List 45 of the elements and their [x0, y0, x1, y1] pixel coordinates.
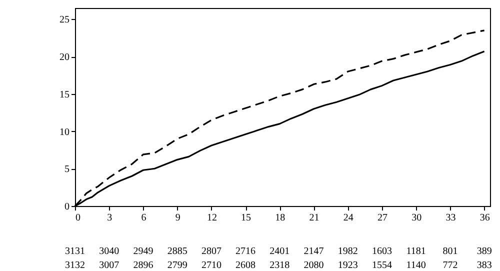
x-tick-label: 30	[412, 212, 422, 224]
text: 383	[476, 260, 492, 271]
x-tick-label: 6	[141, 212, 146, 224]
text: 3131	[65, 246, 85, 257]
text: 2608	[236, 260, 256, 271]
x-tick-label: 9	[175, 212, 180, 224]
text: 2710	[201, 260, 222, 271]
x-tick-label: 33	[446, 212, 456, 224]
x-tick-label: 27	[377, 212, 388, 224]
text: 2716	[236, 246, 256, 257]
text: 1554	[372, 260, 392, 271]
text: 2949	[133, 246, 154, 257]
text: 772	[442, 260, 458, 271]
y-tick-label: 0	[64, 202, 70, 212]
x-tick-label: 12	[206, 212, 217, 224]
text: 2080	[304, 260, 324, 271]
x-tick-label: 21	[309, 212, 320, 224]
text: 2885	[167, 246, 188, 257]
x-tick-label: 36	[480, 212, 490, 224]
text: 1982	[338, 246, 358, 257]
y-tick-label: 5	[64, 164, 70, 176]
x-tick-label: 3	[107, 212, 112, 224]
text: 1923	[338, 260, 358, 271]
text: 389	[476, 246, 492, 257]
text: 1140	[406, 260, 426, 271]
x-tick-label: 24	[343, 212, 354, 224]
text: 2807	[201, 246, 222, 257]
text: 2896	[133, 260, 154, 271]
text: 2401	[270, 246, 290, 257]
text: 3040	[99, 246, 120, 257]
y-tick-label: 25	[60, 14, 70, 26]
text: 1181	[406, 246, 426, 257]
y-tick-label: 20	[60, 52, 70, 64]
y-tick-label: 10	[60, 126, 70, 138]
text: 3007	[99, 260, 120, 271]
text: 2318	[270, 260, 290, 271]
y-tick-label: 15	[60, 89, 70, 100]
text: 2799	[167, 260, 188, 271]
text: 801	[442, 246, 458, 257]
text: 1603	[372, 246, 392, 257]
x-tick-label: 15	[241, 212, 252, 224]
text: 2147	[304, 246, 324, 257]
text: 3132	[65, 260, 85, 271]
x-tick-label: 18	[275, 212, 286, 224]
x-tick-label: 0	[76, 212, 80, 224]
